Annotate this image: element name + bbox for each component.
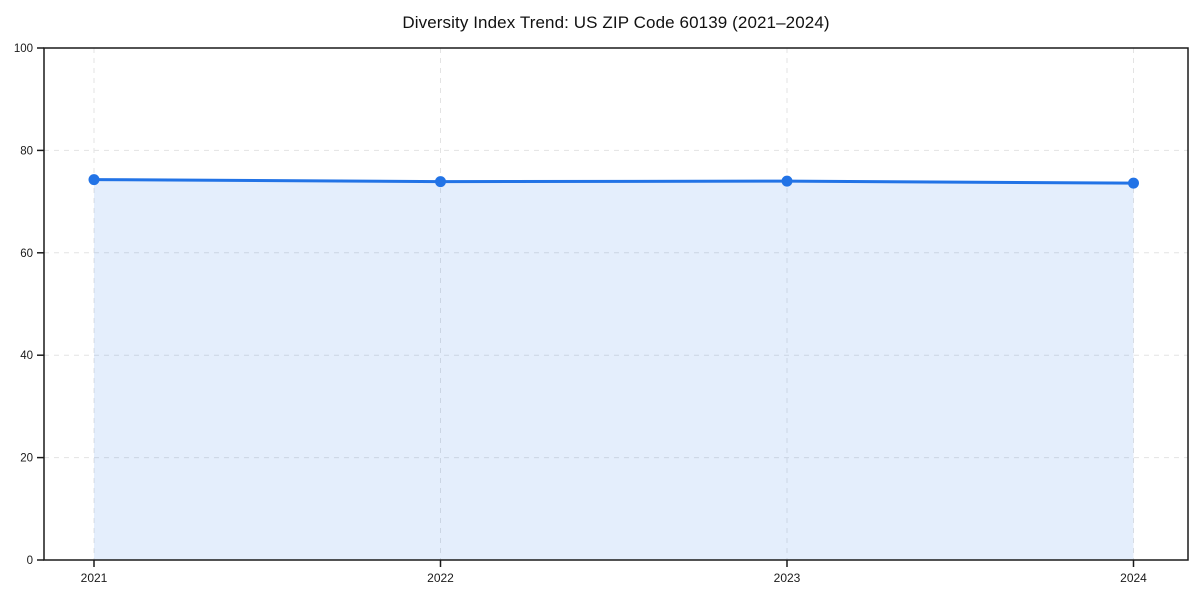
chart-title: Diversity Index Trend: US ZIP Code 60139…: [402, 13, 830, 32]
y-tick-label: 80: [20, 145, 33, 157]
data-point: [88, 174, 100, 186]
axis-frame: [43, 47, 1189, 561]
x-tick-label: 2022: [427, 571, 454, 585]
data-point: [1128, 177, 1139, 189]
x-tick-label: 2021: [81, 571, 108, 585]
data-point: [435, 176, 446, 188]
x-tick-label: 2024: [1120, 571, 1147, 585]
y-tick-label: 60: [20, 248, 33, 260]
y-tick-label: 100: [14, 43, 33, 55]
x-tick-label: 2023: [774, 571, 801, 585]
data-point: [781, 175, 793, 187]
trend-line: [92, 178, 1135, 185]
y-tick-label: 40: [20, 350, 33, 362]
area-fill: [94, 179, 1134, 561]
y-tick-label: 20: [20, 453, 33, 465]
y-axis: 0 20 40 60 80 100: [14, 43, 44, 567]
x-axis: 2021 2022 2023 2024: [81, 560, 1147, 585]
y-tick-label: 0: [27, 555, 33, 567]
